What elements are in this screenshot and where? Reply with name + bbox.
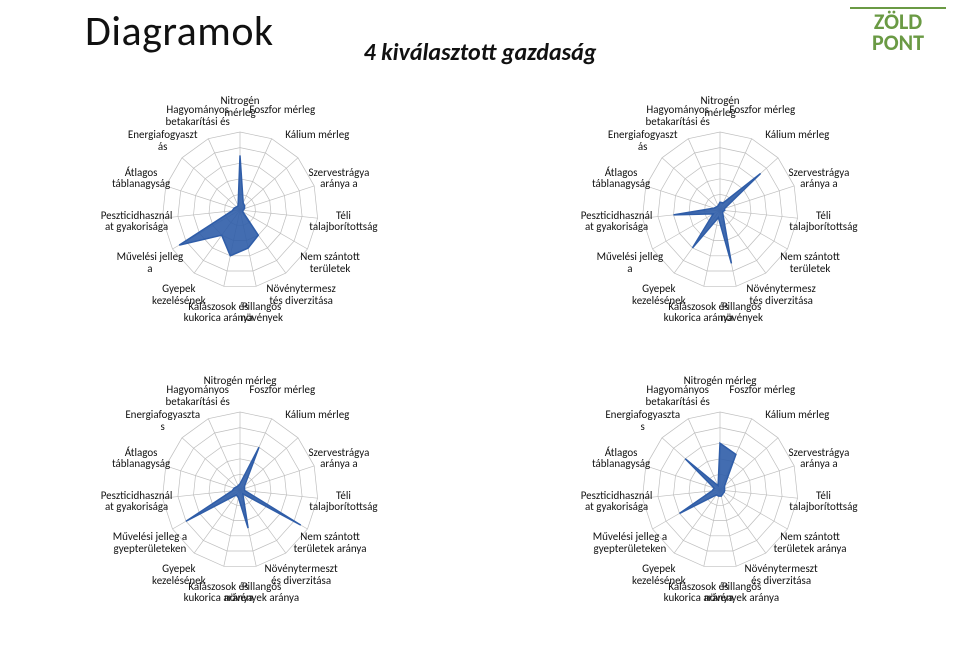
radar-chart-1: Nitrogén mérlegFoszfor mérlegKálium mérl… xyxy=(0,70,480,350)
logo: ZÖLD PONT xyxy=(850,4,946,54)
radar-chart-2: Nitrogén mérlegFoszfor mérlegKálium mérl… xyxy=(480,70,960,350)
charts-container: Nitrogén mérlegFoszfor mérlegKálium mérl… xyxy=(0,70,960,648)
radar-chart-4: Nitrogén mérlegFoszfor mérlegKálium mérl… xyxy=(480,350,960,630)
radar-chart-3: Nitrogén mérlegFoszfor mérlegKálium mérl… xyxy=(0,350,480,630)
logo-line2: PONT xyxy=(850,33,946,54)
page-title: Diagramok xyxy=(85,6,274,57)
subtitle: 4 kiválasztott gazdaság xyxy=(364,38,597,67)
